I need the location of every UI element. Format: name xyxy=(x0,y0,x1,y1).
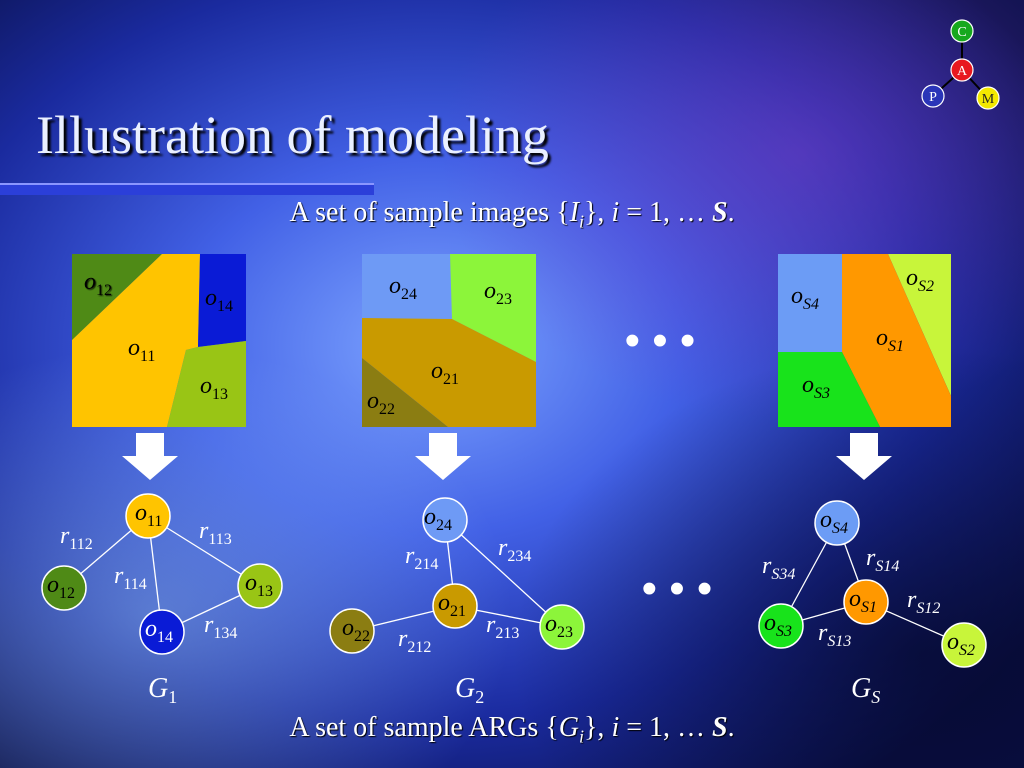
caption-sample-args: A set of sample ARGs {Gi}, i = 1, … S. xyxy=(289,712,735,747)
node-o22: o22 xyxy=(329,608,375,654)
svg-text:oS2: oS2 xyxy=(947,629,975,659)
svg-text:oS4: oS4 xyxy=(820,507,848,537)
region-os3 xyxy=(778,352,880,427)
edge-label-rs14: rS14 xyxy=(866,545,899,575)
region-o24 xyxy=(362,254,452,319)
edge-label-r113: r113 xyxy=(199,518,232,548)
label-o24: o24 xyxy=(389,273,417,303)
region-o14 xyxy=(198,254,246,347)
node-os1: oS1 xyxy=(843,579,889,625)
logo-node-a: A xyxy=(950,58,974,82)
ellipsis-images: • • • xyxy=(625,316,696,365)
label-os2: oS2 xyxy=(906,265,934,295)
edge-label-rs13: rS13 xyxy=(818,620,851,650)
arg-graph-1: o11 o12 o13 o14 r112 r113 r114 r134 G1 xyxy=(41,493,283,707)
svg-text:o13: o13 xyxy=(245,570,273,600)
svg-text:M: M xyxy=(982,92,995,107)
label-os1: oS1 xyxy=(876,325,904,355)
svg-text:o23: o23 xyxy=(545,611,573,641)
label-os3: oS3 xyxy=(802,372,830,402)
svg-text:A: A xyxy=(957,64,968,79)
graph-name-g1: G1 xyxy=(148,673,177,707)
node-o24: o24 xyxy=(422,497,468,543)
label-os4: oS4 xyxy=(791,283,819,313)
edge-label-r112: r112 xyxy=(60,523,93,553)
node-os3: oS3 xyxy=(758,603,804,649)
sample-image-1: o12 o14 o11 o13 xyxy=(72,254,246,427)
node-o13: o13 xyxy=(237,563,283,609)
node-o12: o12 xyxy=(41,565,87,611)
slide-title: Illustration of modeling xyxy=(36,105,549,165)
down-arrow-2 xyxy=(415,433,471,480)
edge-label-r214: r214 xyxy=(405,543,438,573)
sample-image-s: oS4 oS2 oS1 oS3 xyxy=(778,254,951,427)
edge-label-r134: r134 xyxy=(204,612,237,642)
region-os4 xyxy=(778,254,842,352)
region-o23 xyxy=(450,254,536,362)
node-o14: o14 xyxy=(139,609,185,655)
label-o12: o12 xyxy=(84,269,112,299)
label-o13: o13 xyxy=(200,373,228,403)
svg-text:C: C xyxy=(957,25,966,40)
sample-image-2: o24 o23 o21 o22 xyxy=(362,254,536,427)
logo-node-m: M xyxy=(976,86,1000,110)
region-o11 xyxy=(72,254,200,427)
arg-graph-s: oS4 oS1 oS3 oS2 rS34 rS14 rS12 rS13 GS xyxy=(758,500,987,707)
label-o22: o22 xyxy=(367,388,395,418)
cap-logo: C A P M xyxy=(921,19,1000,110)
edge-label-r213: r213 xyxy=(486,612,519,642)
edge-label-r212: r212 xyxy=(398,626,431,656)
arg-graph-2: o24 o21 o22 o23 r214 r234 r212 r213 G2 xyxy=(329,497,585,707)
region-o13 xyxy=(167,341,246,427)
logo-node-c: C xyxy=(950,19,974,43)
graph-name-gs: GS xyxy=(851,673,880,707)
node-o11: o11 xyxy=(125,493,171,539)
ellipsis-graphs: • • • xyxy=(642,564,713,613)
edge-label-r114: r114 xyxy=(114,563,147,593)
logo-node-p: P xyxy=(921,84,945,108)
region-o21 xyxy=(362,318,536,427)
label-o11: o11 xyxy=(128,335,155,365)
edge-label-rs12: rS12 xyxy=(907,587,940,617)
down-arrow-s xyxy=(836,433,892,480)
label-o23: o23 xyxy=(484,278,512,308)
region-os1 xyxy=(842,254,951,427)
svg-text:o24: o24 xyxy=(424,504,452,534)
graph-name-g2: G2 xyxy=(455,673,484,707)
svg-text:o21: o21 xyxy=(438,590,466,620)
label-o21: o21 xyxy=(431,358,459,388)
svg-text:o14: o14 xyxy=(145,616,173,646)
node-o23: o23 xyxy=(539,604,585,650)
svg-text:oS3: oS3 xyxy=(764,610,792,640)
node-os4: oS4 xyxy=(814,500,860,546)
edge-label-rs34: rS34 xyxy=(762,553,795,583)
svg-text:P: P xyxy=(929,90,937,105)
node-os2: oS2 xyxy=(941,622,987,668)
svg-text:o11: o11 xyxy=(135,500,162,530)
svg-text:o22: o22 xyxy=(342,615,370,645)
region-o22 xyxy=(362,358,448,427)
svg-text:o12: o12 xyxy=(47,572,75,602)
label-o14: o14 xyxy=(205,285,233,315)
svg-text:oS1: oS1 xyxy=(849,586,877,616)
node-o21: o21 xyxy=(432,583,478,629)
edge-label-r234: r234 xyxy=(498,535,531,565)
title-underline-bar xyxy=(0,183,374,195)
caption-sample-images: A set of sample images {Ii}, i = 1, … S. xyxy=(289,197,735,232)
down-arrow-1 xyxy=(122,433,178,480)
